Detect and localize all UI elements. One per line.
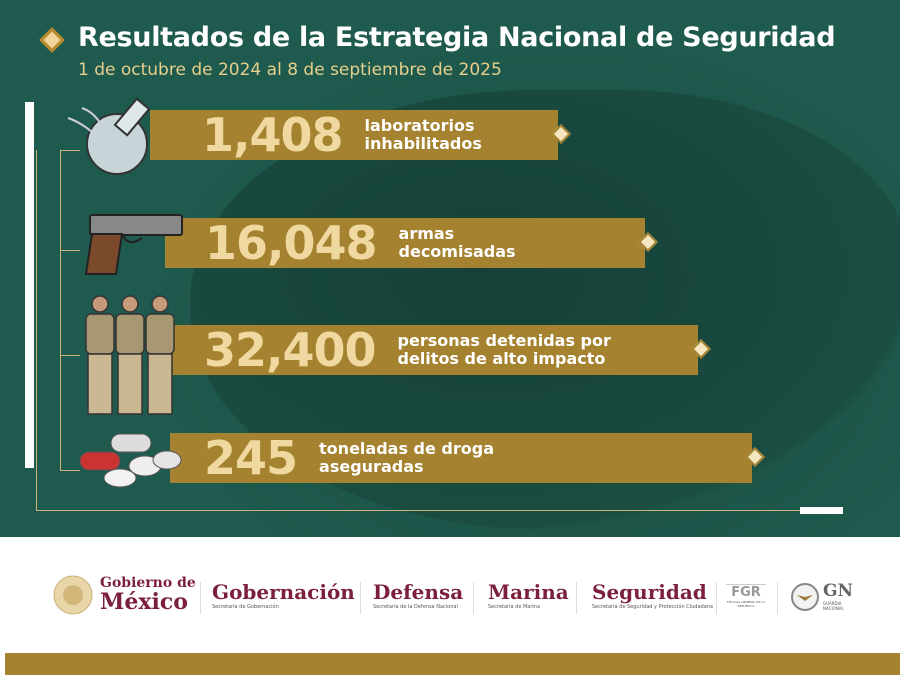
logo-text: Gobernación [212,580,355,604]
logo-subtext: Secretaría de la Defensa Nacional [373,604,458,610]
connector-line [60,355,80,356]
stat-value: 16,048 [205,216,378,270]
logo-gn: GN GUARDIA NACIONAL [823,581,853,611]
connector-line [60,150,80,151]
date-range: 1 de octubre de 2024 al 8 de septiembre … [78,60,502,80]
stat-value: 1,408 [202,108,344,162]
connector-line [60,470,80,471]
timeline-end [800,507,843,514]
guardia-nacional-emblem-icon [791,583,819,611]
stat-bar-personas: 32,400 personas detenidas por delitos de … [170,323,711,377]
pills-icon [79,433,182,488]
logo-fgr: FGR FISCALÍA GENERAL DE LA REPÚBLICA [726,584,766,608]
logo-defensa: Defensa Secretaría de la Defensa Nacional [373,580,463,610]
broken-flask-icon [67,97,151,175]
logo-seguridad: Seguridad Secretaría de Seguridad y Prote… [592,580,713,610]
connector-line [36,150,37,510]
logo-subtext: GUARDIA NACIONAL [823,601,844,611]
page-title: Resultados de la Estrategia Nacional de … [78,22,836,53]
logo-text: Gobierno de [100,575,196,591]
logo-gobernacion: Gobernación Secretaría de Gobernación [212,580,355,610]
logo-subtext: FISCALÍA GENERAL DE LA REPÚBLICA [726,600,766,608]
logo-text: Defensa [373,580,464,604]
connector-line [60,150,61,470]
stat-label: armas [398,224,455,243]
divider [777,582,778,614]
connector-line [36,510,800,511]
pistol-icon [84,214,183,275]
diamond-icon [39,27,65,53]
detainees-icon [85,295,175,415]
logo-text: Seguridad [592,580,707,604]
stat-label: personas detenidas por [397,331,611,350]
stat-value: 32,400 [204,323,377,377]
logo-subtext: Secretaría de Marina [488,604,541,610]
divider [360,582,361,614]
coat-of-arms-icon [53,575,93,615]
divider [576,582,577,614]
logo-marina: Marina Secretaría de Marina [488,580,569,610]
logo-text: México [100,589,188,615]
logo-subtext: Secretaría de Gobernación [212,604,279,610]
stat-label: aseguradas [319,457,424,476]
stat-label: inhabilitados [364,134,482,153]
logo-text: FGR [731,585,761,600]
divider [200,582,201,614]
timeline-bar [25,102,34,468]
footer-gold-strip [5,653,900,675]
stat-bar-laboratorios: 1,408 laboratorios inhabilitados [150,108,571,162]
stat-label: laboratorios [364,116,475,135]
stat-bar-armas: 16,048 armas decomisadas [165,216,658,270]
stat-bar-droga: 245 toneladas de droga aseguradas [170,431,765,485]
connector-line [60,250,80,251]
logo-text: Marina [488,580,569,604]
stat-label: decomisadas [398,242,516,261]
footer-logos [5,537,900,653]
infographic-panel: Resultados de la Estrategia Nacional de … [0,0,900,537]
logo-gobierno-de-mexico: Gobierno de México [100,576,196,614]
divider [473,582,474,614]
divider [716,582,717,614]
logo-text: GN [823,581,854,601]
stat-label: delitos de alto impacto [397,349,606,368]
stat-label: toneladas de droga [319,439,494,458]
logo-subtext: Secretaría de Seguridad y Protección Ciu… [592,604,714,610]
stat-value: 245 [204,431,298,485]
